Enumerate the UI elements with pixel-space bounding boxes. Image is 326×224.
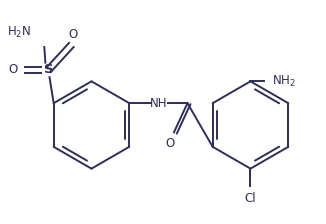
Text: S: S xyxy=(44,63,53,76)
Text: H$_2$N: H$_2$N xyxy=(7,25,31,40)
Text: O: O xyxy=(8,63,17,76)
Text: NH$_2$: NH$_2$ xyxy=(272,74,296,89)
Text: NH: NH xyxy=(150,97,167,110)
Text: Cl: Cl xyxy=(245,192,256,205)
Text: O: O xyxy=(165,138,174,151)
Text: O: O xyxy=(69,28,78,41)
